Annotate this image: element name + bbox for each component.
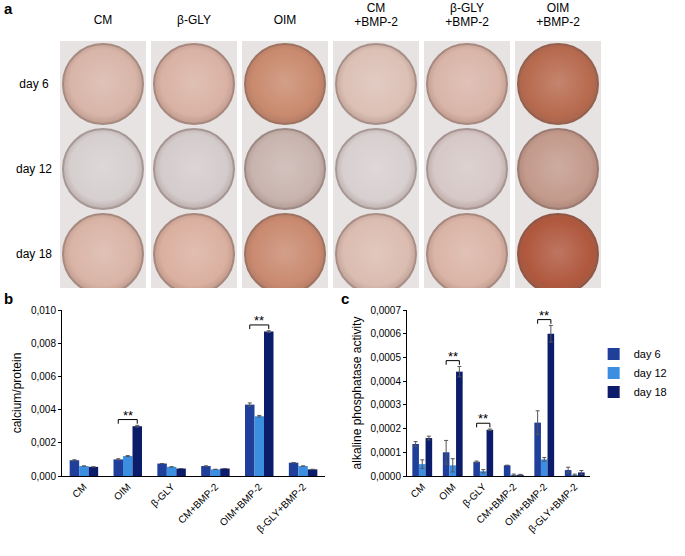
svg-text:day 18: day 18 [634,386,667,398]
svg-text:CM+BMP-2: CM+BMP-2 [176,481,221,526]
svg-text:alkaline phosphatase activity: alkaline phosphatase activity [350,317,364,470]
svg-text:OIM+BMP-2: OIM+BMP-2 [536,1,580,29]
svg-text:0,0000: 0,0000 [370,471,401,482]
svg-text:β-GLY: β-GLY [177,13,211,27]
svg-text:CM: CM [408,481,427,500]
svg-text:0,004: 0,004 [31,404,56,415]
svg-text:**: ** [478,411,488,426]
html-text:b: b [4,290,14,307]
svg-text:**: ** [448,349,458,364]
svg-text:0,006: 0,006 [31,371,56,382]
svg-text:OIM+BMP-2: OIM+BMP-2 [502,481,549,528]
svg-text:day 6: day 6 [634,348,661,360]
svg-text:β-GLY+BMP-2: β-GLY+BMP-2 [526,481,580,535]
svg-text:a: a [4,0,13,17]
svg-text:OIM+BMP-2: OIM+BMP-2 [217,481,264,528]
svg-text:day 18: day 18 [16,247,52,261]
svg-text:**: ** [254,313,264,328]
svg-text:0,0004: 0,0004 [370,376,401,387]
svg-text:0,002: 0,002 [31,437,56,448]
svg-text:CM: CM [94,13,113,27]
svg-text:**: ** [539,308,549,323]
html-text:c: c [341,290,350,307]
svg-text:0,0001: 0,0001 [370,447,401,458]
svg-text:day 6: day 6 [19,77,49,91]
svg-text:CM: CM [70,481,89,500]
svg-text:CM+BMP-2: CM+BMP-2 [474,481,519,526]
svg-text:calcium/protein: calcium/protein [10,353,24,434]
svg-text:OIM: OIM [112,481,133,502]
svg-text:0,000: 0,000 [31,471,56,482]
svg-text:β-GLY: β-GLY [460,481,488,509]
svg-text:OIM: OIM [274,13,297,27]
svg-text:0,0005: 0,0005 [370,352,401,363]
svg-text:day 12: day 12 [16,162,52,176]
svg-text:0,010: 0,010 [31,305,56,316]
svg-text:0,0006: 0,0006 [370,328,401,339]
svg-text:0,0003: 0,0003 [370,399,401,410]
svg-text:0,0002: 0,0002 [370,423,401,434]
svg-text:day 12: day 12 [634,367,667,379]
svg-text:β-GLY+BMP-2: β-GLY+BMP-2 [254,481,308,535]
svg-text:0,0007: 0,0007 [370,305,401,316]
svg-text:OIM: OIM [437,481,458,502]
svg-text:**: ** [123,408,133,423]
svg-text:CM+BMP-2: CM+BMP-2 [354,1,398,29]
svg-text:β-GLY: β-GLY [149,481,177,509]
svg-text:β-GLY+BMP-2: β-GLY+BMP-2 [445,1,489,29]
svg-text:0,008: 0,008 [31,338,56,349]
